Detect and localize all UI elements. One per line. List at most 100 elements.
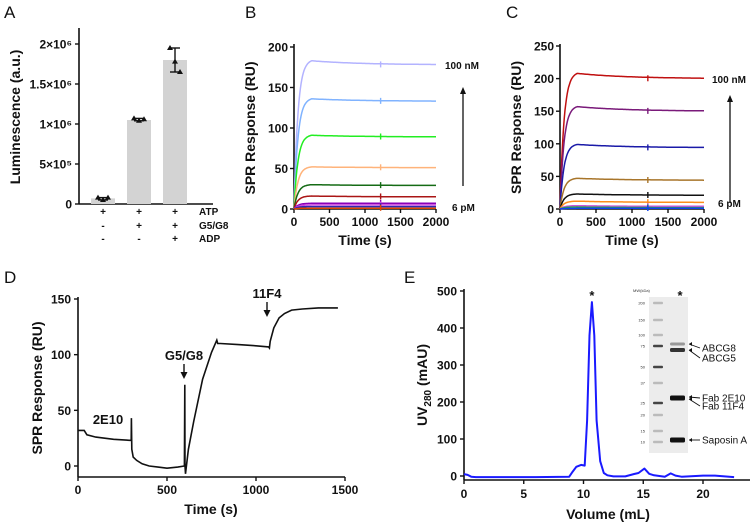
y-tick-label: 150 bbox=[268, 81, 288, 95]
y-tick-label: 50 bbox=[541, 170, 555, 184]
arrow-head-icon bbox=[727, 95, 733, 102]
condition-mark: - bbox=[101, 234, 104, 245]
arrow-left-icon bbox=[689, 397, 692, 401]
series-line bbox=[293, 183, 436, 210]
data-point bbox=[167, 45, 173, 50]
y-tick-label: 100 bbox=[268, 122, 288, 136]
annotation-low: 6 pM bbox=[718, 199, 741, 210]
ladder-band bbox=[653, 413, 663, 417]
panel-label-e: E bbox=[404, 268, 415, 287]
series-line bbox=[293, 195, 436, 210]
series-line bbox=[559, 207, 704, 210]
chart-d: 0 500 1000 1500 0 50 100 150 Time (s) SPR Respons… bbox=[29, 286, 359, 517]
series-line bbox=[293, 207, 436, 210]
annotation-high: 100 nM bbox=[445, 61, 479, 72]
x-tick-label: 20 bbox=[696, 487, 710, 501]
x-axis-label: Volume (mL) bbox=[566, 506, 650, 522]
series-line bbox=[559, 105, 704, 210]
y-tick-label: 50 bbox=[58, 404, 72, 418]
y-tick-label: 100 bbox=[534, 137, 554, 151]
ladder-band bbox=[653, 333, 663, 337]
x-tick-label: 0 bbox=[75, 483, 82, 497]
ladder-band bbox=[653, 429, 663, 433]
y-tick-label: 0 bbox=[450, 470, 457, 484]
series-line bbox=[559, 177, 704, 210]
data-point bbox=[100, 197, 106, 202]
y-axis-label: SPR Response (RU) bbox=[29, 321, 45, 454]
data-point bbox=[141, 116, 147, 122]
series-line bbox=[293, 166, 436, 210]
condition-mark: + bbox=[172, 221, 178, 232]
ladder-label: 10 bbox=[641, 440, 646, 445]
y-tick-label: 400 bbox=[437, 322, 457, 336]
condition-mark: - bbox=[137, 234, 140, 245]
ladder-label: 20 bbox=[641, 413, 646, 418]
series-line bbox=[293, 134, 436, 210]
data-point bbox=[177, 69, 183, 74]
y-axis-label: UV280 (mAU) bbox=[414, 344, 434, 426]
x-tick-label: 0 bbox=[461, 487, 468, 501]
data-point bbox=[172, 58, 178, 64]
arrow-left-icon bbox=[689, 348, 692, 352]
ladder-label: 25 bbox=[641, 401, 646, 406]
panel-label-b: B bbox=[245, 3, 256, 22]
panel-label-a: A bbox=[4, 3, 16, 22]
chart-a: 0 5×10⁵ 1×10⁶ 1.5×10⁶ 2×10⁶ Luminescence (a.u… bbox=[7, 28, 229, 245]
series-line bbox=[559, 193, 704, 210]
y-tick-label: 250 bbox=[534, 40, 554, 54]
mw-label: MW(kDa) bbox=[633, 288, 651, 293]
sample-band bbox=[670, 342, 685, 346]
y-tick-label: 1×10⁶ bbox=[39, 118, 72, 132]
x-tick-label: 1500 bbox=[655, 215, 682, 229]
x-tick-label: 1000 bbox=[352, 215, 379, 229]
x-tick-label: 10 bbox=[577, 487, 591, 501]
lane-marker: * bbox=[677, 288, 683, 303]
band-label: Saposin A bbox=[702, 436, 747, 447]
y-tick-label: 100 bbox=[51, 348, 71, 362]
ladder-label: 100 bbox=[638, 333, 645, 338]
panel-label-c: C bbox=[506, 3, 518, 22]
x-tick-label: 2000 bbox=[423, 215, 450, 229]
annotation-high: 100 nM bbox=[712, 75, 746, 86]
x-tick-label: 1000 bbox=[243, 483, 270, 497]
band-label: ABCG8 bbox=[702, 344, 736, 355]
ladder-band bbox=[653, 401, 663, 405]
x-axis-label: Time (s) bbox=[338, 232, 391, 248]
data-point bbox=[136, 117, 142, 123]
condition-mark: + bbox=[100, 207, 106, 218]
y-tick-label: 5×10⁵ bbox=[39, 158, 72, 172]
sample-band bbox=[670, 348, 685, 352]
data-point bbox=[105, 194, 111, 200]
condition-mark: + bbox=[136, 207, 142, 218]
injection-label: 2E10 bbox=[93, 412, 123, 427]
condition-label: ATP bbox=[199, 207, 219, 218]
ladder-label: 200 bbox=[638, 301, 645, 306]
sample-band bbox=[670, 437, 685, 443]
y-tick-label: 1.5×10⁶ bbox=[29, 78, 72, 92]
ladder-label: 37 bbox=[641, 381, 646, 386]
x-tick-label: 500 bbox=[157, 483, 177, 497]
data-point bbox=[95, 194, 101, 200]
y-tick-label: 2×10⁶ bbox=[39, 38, 72, 52]
chart-b: 0 500 1000 1500 2000 0 50 100 150 200 Time (s) SPR … bbox=[242, 41, 479, 249]
series-line bbox=[293, 202, 436, 210]
series-line bbox=[293, 60, 436, 210]
ladder-band bbox=[653, 381, 663, 385]
arrow-down-icon bbox=[180, 372, 188, 379]
x-tick-label: 15 bbox=[637, 487, 651, 501]
y-tick-label: 500 bbox=[437, 285, 457, 299]
y-axis-label: SPR Response (RU) bbox=[242, 61, 258, 194]
x-tick-label: 1000 bbox=[619, 215, 646, 229]
bar bbox=[163, 60, 187, 204]
condition-label: ADP bbox=[199, 234, 220, 245]
x-tick-label: 2000 bbox=[691, 215, 718, 229]
condition-mark: - bbox=[101, 221, 104, 232]
ladder-label: 150 bbox=[638, 318, 645, 323]
x-tick-label: 0 bbox=[557, 215, 564, 229]
gel-inset: MW(kDa) * 200 150 100 75 50 37 25 20 15 10 ABCG8ABCG… bbox=[633, 288, 747, 453]
x-tick-label: 1500 bbox=[387, 215, 414, 229]
y-tick-label: 0 bbox=[65, 198, 72, 212]
x-tick-label: 0 bbox=[291, 215, 298, 229]
